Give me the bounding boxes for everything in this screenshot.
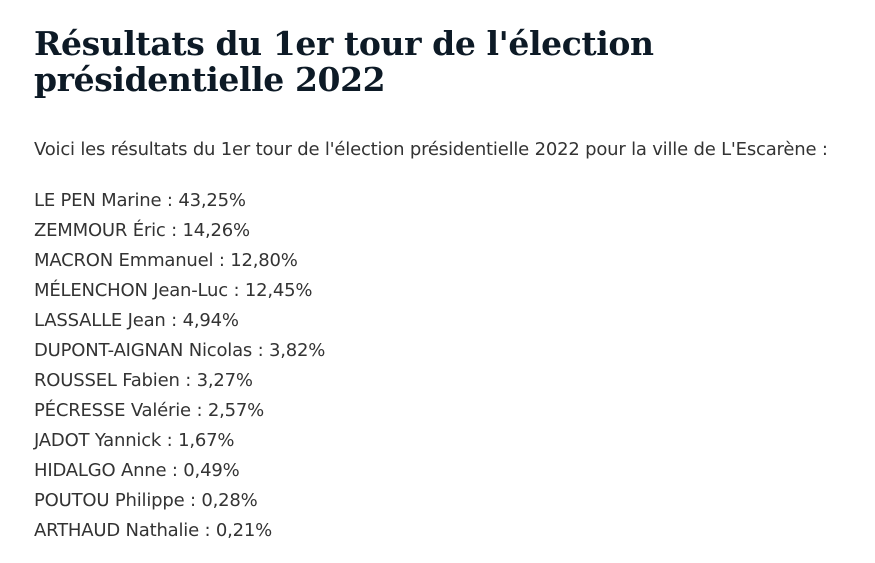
separator: : — [165, 310, 183, 331]
separator: : — [166, 460, 184, 481]
candidate-name: PÉCRESSE Valérie — [34, 400, 191, 421]
result-row: PÉCRESSE Valérie : 2,57% — [34, 396, 865, 426]
separator: : — [198, 520, 216, 541]
candidate-name: ZEMMOUR Éric — [34, 220, 166, 241]
candidate-percent: 3,82% — [269, 340, 326, 361]
candidate-percent: 1,67% — [178, 430, 235, 451]
candidate-percent: 4,94% — [182, 310, 239, 331]
candidate-percent: 2,57% — [207, 400, 265, 421]
separator: : — [190, 400, 208, 421]
separator: : — [161, 430, 179, 451]
candidate-percent: 12,45% — [244, 280, 313, 301]
intro-paragraph: Voici les résultats du 1er tour de l'éle… — [34, 139, 828, 160]
candidate-percent: 14,26% — [182, 220, 251, 241]
result-row: MÉLENCHON Jean-Luc : 12,45% — [34, 276, 865, 306]
result-row: POUTOU Philippe : 0,28% — [34, 486, 865, 516]
candidate-name: MÉLENCHON Jean-Luc — [34, 280, 228, 301]
separator: : — [213, 250, 231, 271]
separator: : — [184, 490, 202, 511]
candidate-name: POUTOU Philippe — [34, 490, 185, 511]
candidate-percent: 12,80% — [230, 250, 298, 271]
candidate-percent: 43,25% — [178, 190, 246, 211]
result-row: HIDALGO Anne : 0,49% — [34, 456, 865, 486]
separator: : — [179, 370, 197, 391]
results-list: LE PEN Marine : 43,25% ZEMMOUR Éric : 14,… — [34, 186, 865, 546]
candidate-name: HIDALGO Anne — [34, 460, 167, 481]
result-row: ZEMMOUR Éric : 14,26% — [34, 216, 865, 246]
candidate-name: ROUSSEL Fabien — [34, 370, 180, 391]
article-container: Résultats du 1er tour de l'élection prés… — [34, 26, 865, 546]
page-title: Résultats du 1er tour de l'élection prés… — [34, 24, 654, 99]
candidate-name: DUPONT-AIGNAN Nicolas — [34, 340, 253, 361]
separator: : — [227, 280, 245, 301]
result-row: LE PEN Marine : 43,25% — [34, 186, 865, 216]
candidate-name: LE PEN Marine — [34, 190, 162, 211]
result-row: DUPONT-AIGNAN Nicolas : 3,82% — [34, 336, 865, 366]
candidate-percent: 0,49% — [183, 460, 240, 481]
separator: : — [165, 220, 183, 241]
candidate-name: ARTHAUD Nathalie — [34, 520, 199, 541]
result-row: MACRON Emmanuel : 12,80% — [34, 246, 865, 276]
candidate-percent: 3,27% — [196, 370, 253, 391]
candidate-name: LASSALLE Jean — [34, 310, 166, 331]
separator: : — [161, 190, 179, 211]
result-row: ARTHAUD Nathalie : 0,21% — [34, 516, 865, 546]
result-row: JADOT Yannick : 1,67% — [34, 426, 865, 456]
result-row: LASSALLE Jean : 4,94% — [34, 306, 865, 336]
separator: : — [252, 340, 270, 361]
candidate-percent: 0,28% — [201, 490, 258, 511]
candidate-percent: 0,21% — [215, 520, 273, 541]
candidate-name: MACRON Emmanuel — [34, 250, 214, 271]
candidate-name: JADOT Yannick — [34, 430, 162, 451]
result-row: ROUSSEL Fabien : 3,27% — [34, 366, 865, 396]
